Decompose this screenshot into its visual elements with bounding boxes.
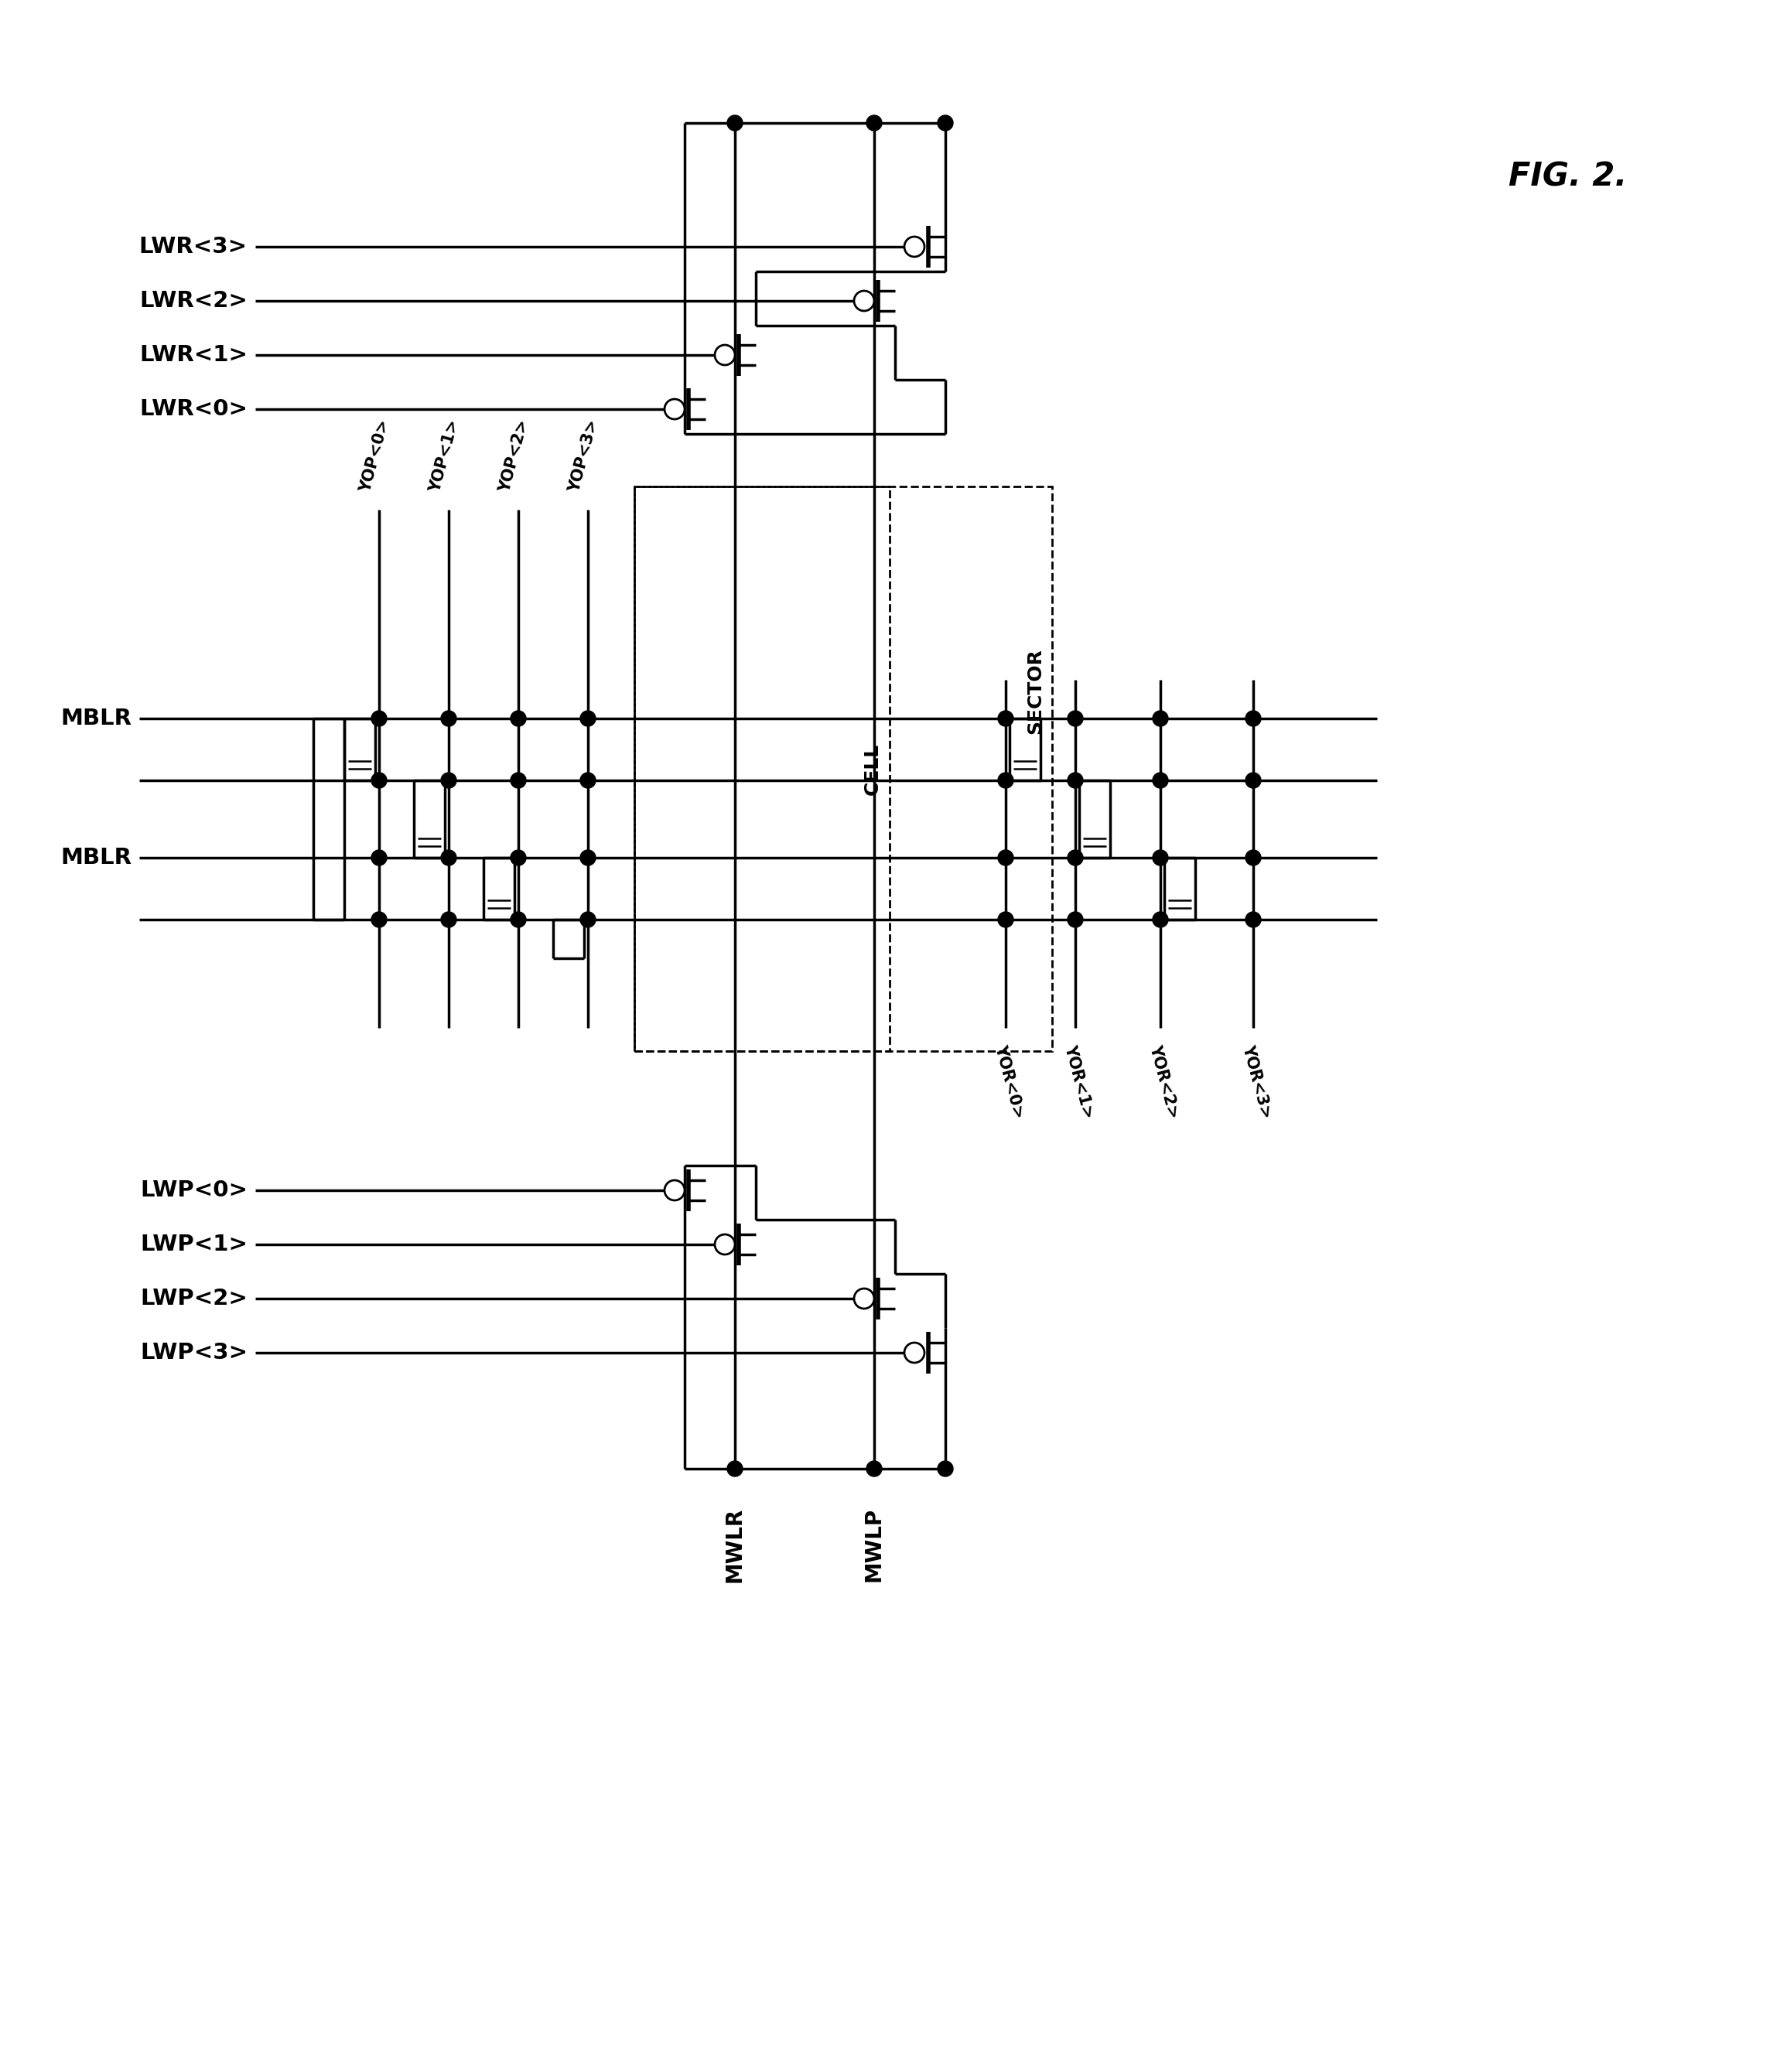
Text: CELL: CELL — [863, 744, 883, 796]
Circle shape — [1153, 912, 1169, 928]
Circle shape — [372, 711, 386, 727]
Text: FIG. 2.: FIG. 2. — [1508, 162, 1626, 193]
Circle shape — [581, 850, 595, 866]
Bar — [634, 487, 1053, 1051]
Circle shape — [715, 1235, 734, 1254]
Text: LWP<2>: LWP<2> — [139, 1289, 248, 1310]
Circle shape — [441, 711, 456, 727]
Circle shape — [511, 711, 525, 727]
Circle shape — [854, 1289, 874, 1310]
Text: SECTOR: SECTOR — [1026, 649, 1044, 733]
Text: YOR<1>: YOR<1> — [1061, 1044, 1097, 1121]
Circle shape — [1067, 711, 1083, 727]
Circle shape — [727, 1461, 743, 1477]
Text: YOP<1>: YOP<1> — [427, 419, 463, 495]
Text: MBLR: MBLR — [61, 847, 132, 868]
Circle shape — [854, 290, 874, 311]
Text: LWP<0>: LWP<0> — [139, 1179, 248, 1202]
Circle shape — [1067, 912, 1083, 928]
Text: MWLP: MWLP — [863, 1508, 885, 1581]
Circle shape — [1246, 711, 1262, 727]
Text: LWR<0>: LWR<0> — [139, 398, 248, 421]
Bar — [634, 487, 890, 1051]
Circle shape — [581, 711, 595, 727]
Circle shape — [1153, 773, 1169, 787]
Circle shape — [1067, 773, 1083, 787]
Text: YOR<2>: YOR<2> — [1147, 1044, 1181, 1121]
Circle shape — [441, 773, 456, 787]
Circle shape — [867, 116, 883, 131]
Circle shape — [665, 1181, 684, 1200]
Circle shape — [997, 711, 1013, 727]
Text: YOP<2>: YOP<2> — [497, 419, 531, 495]
Circle shape — [904, 1343, 924, 1363]
Circle shape — [997, 850, 1013, 866]
Text: MBLR: MBLR — [61, 709, 132, 729]
Circle shape — [441, 912, 456, 928]
Circle shape — [1153, 850, 1169, 866]
Circle shape — [665, 400, 684, 419]
Circle shape — [1067, 850, 1083, 866]
Circle shape — [715, 344, 734, 365]
Circle shape — [1246, 773, 1262, 787]
Circle shape — [441, 850, 456, 866]
Circle shape — [904, 236, 924, 257]
Circle shape — [938, 116, 952, 131]
Circle shape — [372, 850, 386, 866]
Circle shape — [727, 116, 743, 131]
Circle shape — [997, 912, 1013, 928]
Text: LWP<1>: LWP<1> — [139, 1233, 248, 1256]
Text: LWR<3>: LWR<3> — [139, 236, 248, 257]
Circle shape — [938, 1461, 952, 1477]
Circle shape — [867, 1461, 883, 1477]
Circle shape — [372, 773, 386, 787]
Text: LWP<3>: LWP<3> — [139, 1343, 248, 1363]
Text: LWR<2>: LWR<2> — [139, 290, 248, 311]
Text: LWR<1>: LWR<1> — [139, 344, 248, 367]
Circle shape — [511, 773, 525, 787]
Circle shape — [581, 912, 595, 928]
Circle shape — [1246, 850, 1262, 866]
Text: YOP<0>: YOP<0> — [357, 419, 393, 495]
Circle shape — [511, 850, 525, 866]
Circle shape — [511, 912, 525, 928]
Text: YOR<3>: YOR<3> — [1240, 1044, 1274, 1121]
Circle shape — [581, 773, 595, 787]
Text: YOP<3>: YOP<3> — [566, 419, 600, 495]
Text: MWLR: MWLR — [724, 1508, 745, 1583]
Circle shape — [1153, 711, 1169, 727]
Circle shape — [1246, 912, 1262, 928]
Circle shape — [372, 912, 386, 928]
Text: YOR<0>: YOR<0> — [992, 1044, 1028, 1121]
Circle shape — [997, 773, 1013, 787]
